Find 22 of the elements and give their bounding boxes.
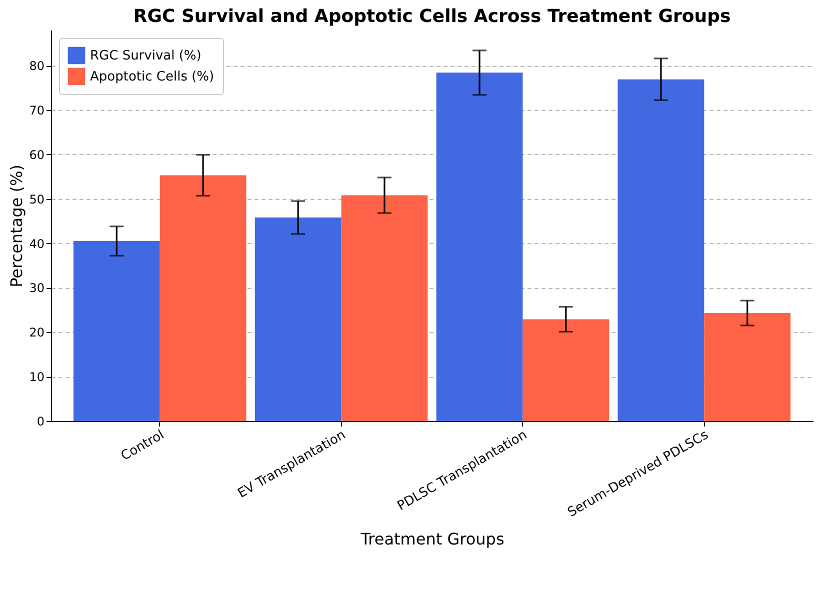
chart-title: RGC Survival and Apoptotic Cells Across Treatment Groups [133, 6, 731, 27]
bar [618, 79, 704, 421]
y-tick-label: 40 [29, 236, 44, 251]
bar [704, 313, 791, 421]
y-tick-label: 80 [29, 59, 44, 74]
y-tick-label: 0 [36, 414, 44, 428]
y-tick-label: 60 [29, 148, 44, 162]
y-tick-label: 20 [29, 326, 44, 340]
y-tick-label: 50 [29, 192, 44, 206]
y-tick-label: 30 [29, 281, 44, 296]
legend-label: RGC Survival (%) [90, 48, 202, 64]
y-tick-label: 70 [29, 103, 44, 118]
legend-label: Apoptotic Cells (%) [90, 70, 214, 84]
bar [436, 72, 523, 421]
y-axis-title: Percentage (%) [7, 164, 26, 288]
bar [341, 195, 428, 421]
y-tick-label: 10 [29, 370, 44, 384]
bar [73, 241, 160, 421]
bar [254, 218, 342, 421]
bar [522, 319, 610, 421]
bar [160, 175, 246, 421]
x-axis-title: Treatment Groups [360, 530, 504, 549]
